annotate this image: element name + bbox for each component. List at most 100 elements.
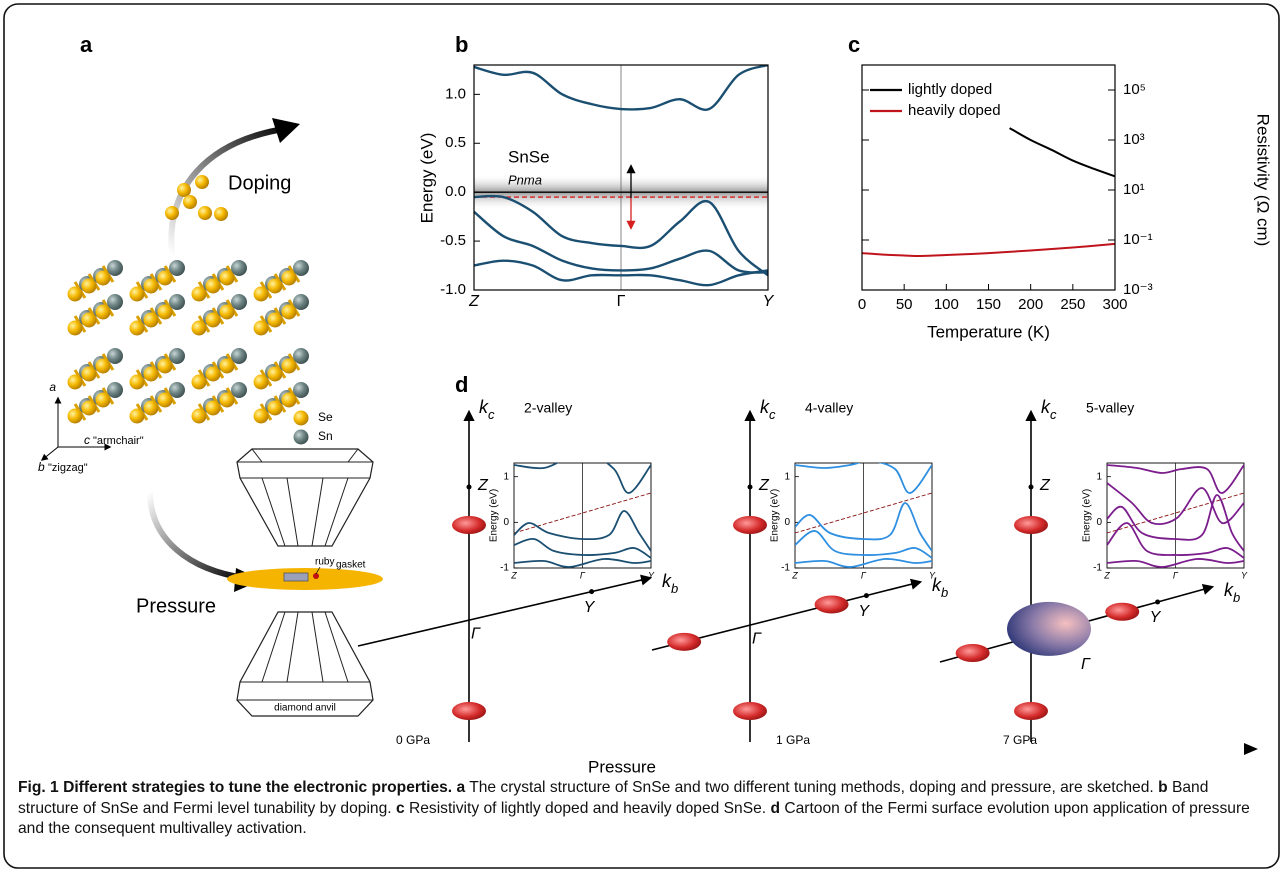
atom-se [158, 393, 173, 408]
atom-sn [107, 348, 123, 364]
x-tick-label: 100 [934, 296, 959, 313]
caption-label: Fig. 1 [18, 779, 59, 796]
atom-se [192, 287, 207, 302]
inset-x-tick-label: Γ [1173, 570, 1179, 580]
atom-se [96, 393, 111, 408]
atom-se [254, 375, 269, 390]
inset-y-tick-label: 1 [1096, 471, 1102, 482]
dopant-atom [198, 206, 212, 220]
z-point [748, 485, 753, 490]
atom-se [96, 305, 111, 320]
y-point [1155, 600, 1160, 605]
axis-a-label: a [49, 380, 56, 394]
resistivity-line [862, 244, 1115, 256]
kc-subscript: c [488, 407, 495, 422]
y-tick-label: 10⁵ [1123, 81, 1146, 98]
doping-label: Doping [228, 172, 291, 194]
axis-b [42, 447, 58, 460]
caption-title: Different strategies to tune the electro… [63, 779, 452, 796]
atom-se [254, 321, 269, 336]
x-tick-label: 300 [1102, 296, 1127, 313]
x-tick-label: 50 [896, 296, 913, 313]
dopant-atom [195, 175, 209, 189]
valley [733, 702, 767, 720]
figure: abcdDopingac"armchair"b"zigzag"SeSnPress… [0, 0, 1284, 875]
valley [1105, 603, 1139, 621]
atom-se [192, 375, 207, 390]
atom-se [192, 321, 207, 336]
atom-se [268, 279, 283, 294]
valley [452, 702, 486, 720]
valley [956, 644, 990, 662]
panel-label: d [455, 372, 468, 397]
inset-x-tick-label: Z [510, 570, 517, 580]
valley [667, 633, 701, 651]
atom-se [192, 409, 207, 424]
panel-label: a [80, 32, 93, 57]
inset-y-tick-label: 1 [503, 471, 509, 482]
pressure-label: Pressure [136, 595, 216, 617]
inset-y-tick-label: -1 [1093, 563, 1102, 574]
atom-sn [169, 382, 185, 398]
atom-sn [169, 348, 185, 364]
gamma-label: Γ [752, 630, 762, 647]
y-tick-label: 1.0 [445, 85, 466, 102]
axis-c-label: c [84, 433, 90, 447]
z-label: Z [1039, 477, 1051, 494]
atom-se [144, 279, 159, 294]
ruby-label: ruby [315, 557, 334, 568]
atom-se [68, 409, 83, 424]
valley [1014, 516, 1048, 534]
atom-se [254, 287, 269, 302]
pressure-axis-label: Pressure [588, 757, 656, 776]
kc-subscript: c [1050, 407, 1057, 422]
x-axis-label: Temperature (K) [927, 322, 1050, 341]
kc-label: kc [760, 397, 776, 422]
y-tick-label: -1.0 [440, 281, 466, 298]
kc-label: kc [479, 397, 495, 422]
valley [1014, 702, 1048, 720]
scenario-title: 4-valley [805, 400, 853, 416]
atom-se [144, 367, 159, 382]
atom-sn [169, 294, 185, 310]
inset-y-tick-label: -1 [500, 563, 509, 574]
atom-sn [169, 260, 185, 276]
legend-label: lightly doped [908, 81, 992, 98]
atom-se [268, 401, 283, 416]
atom-se [130, 375, 145, 390]
inset-y-tick-label: 0 [1096, 517, 1102, 528]
x-tick-label: 250 [1060, 296, 1085, 313]
caption-panel-letter: b [1158, 779, 1168, 796]
inset-x-tick-label: Z [791, 570, 798, 580]
scenario-title: 2-valley [524, 400, 572, 416]
axis-b-label: b [38, 460, 45, 474]
kb-subscript: b [1233, 590, 1240, 605]
y-axis-label: Energy (eV) [417, 133, 436, 224]
legend-se-label: Se [318, 410, 333, 424]
dopant-atom [165, 206, 179, 220]
x-tick-label: Z [468, 293, 480, 310]
caption-panel-letter: d [770, 800, 780, 817]
atom-se [158, 359, 173, 374]
inset-y-tick-label: 0 [784, 517, 790, 528]
valley [733, 516, 767, 534]
annotation: Pnma [508, 172, 542, 187]
atom-se [158, 271, 173, 286]
anvil-top [237, 449, 373, 546]
kc-label: kc [1041, 397, 1057, 422]
kb-axis [358, 578, 650, 646]
axis-b-name: "zigzag" [48, 462, 88, 474]
atom-se [282, 359, 297, 374]
inset-y-tick-label: 0 [503, 517, 509, 528]
z-label: Z [758, 477, 770, 494]
atom-se [68, 321, 83, 336]
scenario-title: 5-valley [1086, 400, 1134, 416]
atom-se [268, 367, 283, 382]
scenario-pressure: 0 GPa [396, 733, 430, 747]
dopant-atom [177, 183, 191, 197]
x-tick-label: 200 [1018, 296, 1043, 313]
atom-sn [107, 294, 123, 310]
x-tick-label: 0 [858, 296, 866, 313]
atom-se [220, 305, 235, 320]
y-tick-label: 0.0 [445, 183, 466, 200]
